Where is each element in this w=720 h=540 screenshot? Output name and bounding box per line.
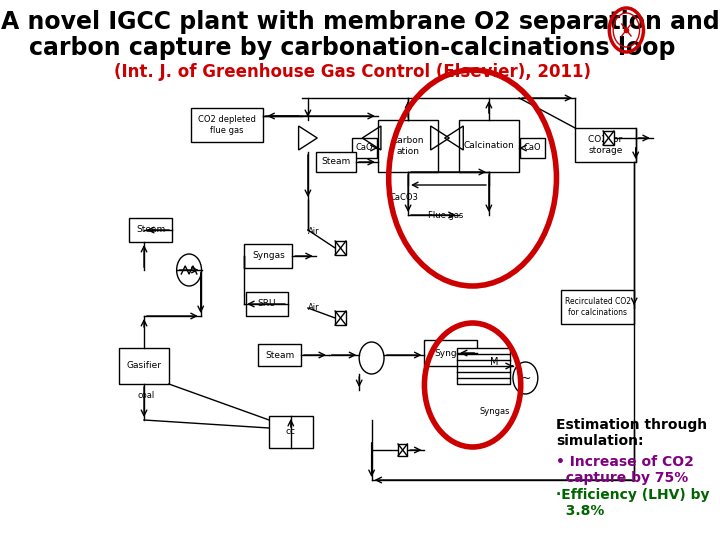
Bar xyxy=(246,292,288,316)
Bar xyxy=(315,152,356,172)
Text: Steam: Steam xyxy=(136,226,166,234)
Text: Steam: Steam xyxy=(321,158,351,166)
Bar xyxy=(335,311,346,325)
Bar xyxy=(269,416,312,448)
Text: Syngas: Syngas xyxy=(434,348,467,357)
Text: CaO: CaO xyxy=(356,144,374,152)
Text: • Increase of CO2
  capture by 75%: • Increase of CO2 capture by 75% xyxy=(557,455,694,485)
Bar xyxy=(424,340,477,366)
Text: coal: coal xyxy=(138,390,155,400)
Bar xyxy=(192,108,263,142)
Text: Carbon
ation: Carbon ation xyxy=(392,136,424,156)
Bar xyxy=(457,348,510,384)
Bar xyxy=(378,120,438,172)
Bar xyxy=(459,120,519,172)
Text: Steam: Steam xyxy=(265,350,294,360)
Text: (Int. J. of Greenhouse Gas Control (Elsevier), 2011): (Int. J. of Greenhouse Gas Control (Else… xyxy=(114,63,590,81)
Text: ~: ~ xyxy=(520,372,531,384)
Bar xyxy=(258,344,301,366)
Text: Air: Air xyxy=(308,227,320,237)
Text: CaCO3: CaCO3 xyxy=(390,193,418,202)
Text: CO2 depleted
flue gas: CO2 depleted flue gas xyxy=(198,116,256,134)
Bar xyxy=(575,128,636,162)
Bar xyxy=(603,131,614,145)
Text: Recirculated CO2
for calcinations: Recirculated CO2 for calcinations xyxy=(564,298,631,316)
Text: Flue gas: Flue gas xyxy=(428,211,463,219)
Text: ·Efficiency (LHV) by
  3.8%: ·Efficiency (LHV) by 3.8% xyxy=(557,488,710,518)
Text: M: M xyxy=(490,357,498,367)
Bar xyxy=(520,138,545,158)
Text: CO2 for
storage: CO2 for storage xyxy=(588,136,623,154)
Bar xyxy=(561,290,634,324)
Text: Gasifier: Gasifier xyxy=(127,361,161,370)
Text: Air: Air xyxy=(308,303,320,313)
Bar xyxy=(244,244,292,268)
Text: A novel IGCC plant with membrane O2 separation and: A novel IGCC plant with membrane O2 sepa… xyxy=(1,10,719,34)
Text: Syngas: Syngas xyxy=(252,252,284,260)
Text: Syngas: Syngas xyxy=(479,408,510,416)
Bar xyxy=(130,218,172,242)
Bar xyxy=(352,138,377,158)
Text: SRU: SRU xyxy=(258,300,276,308)
Text: Estimation through
simulation:: Estimation through simulation: xyxy=(557,418,708,448)
Bar xyxy=(120,348,169,384)
Text: cc: cc xyxy=(286,428,296,436)
Text: carbon capture by carbonation-calcinations loop: carbon capture by carbonation-calcinatio… xyxy=(29,36,675,60)
Bar xyxy=(335,241,346,255)
Text: Calcination: Calcination xyxy=(464,141,514,151)
Text: CaO: CaO xyxy=(523,144,541,152)
Bar xyxy=(398,444,408,456)
